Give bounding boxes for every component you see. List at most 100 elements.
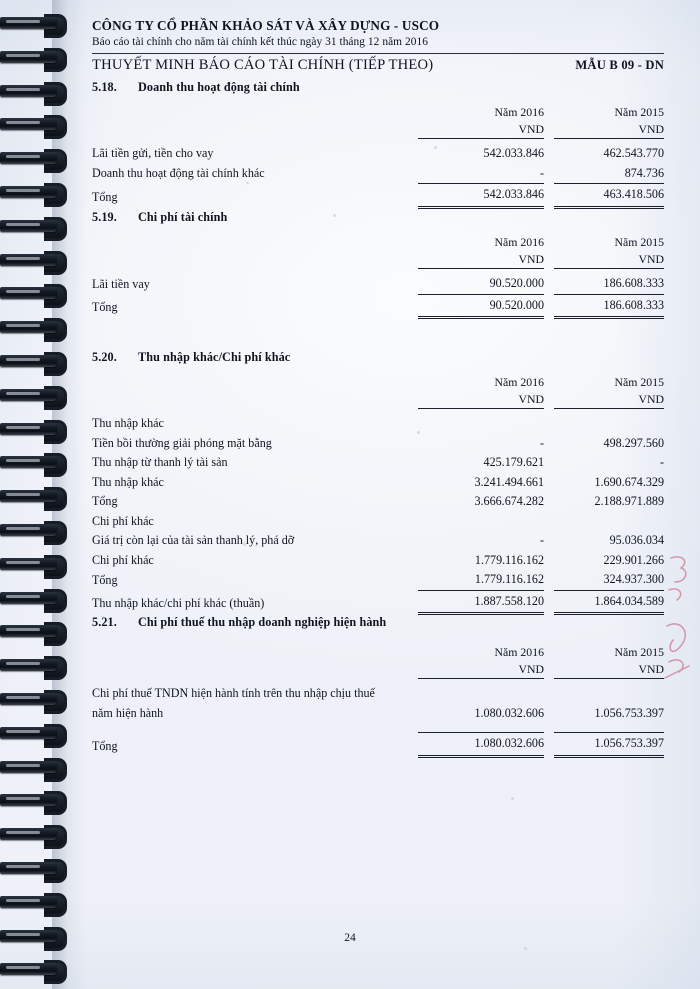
row-value-2015: -	[659, 455, 664, 469]
binding-coil-bar	[0, 557, 57, 570]
table-row-group-header: Chi phí khác	[92, 512, 664, 532]
binding-coil	[0, 892, 76, 917]
binding-coil-bar	[0, 152, 57, 165]
row-value-2016: -	[539, 435, 544, 450]
col-currency-2016: VND	[418, 390, 544, 409]
binding-coil	[0, 554, 76, 579]
binding-coil	[0, 419, 76, 444]
row-label: Thu nhập từ thanh lý tài sản	[92, 455, 228, 469]
col-header-2015: Năm 2015	[614, 105, 664, 119]
binding-coil	[0, 47, 76, 72]
table-header-currency: VND VND	[92, 660, 664, 679]
table-row: Doanh thu hoạt động tài chính khác - 874…	[92, 164, 664, 184]
row-label: Tổng	[92, 300, 118, 314]
binding-coil	[0, 791, 76, 816]
binding-coil	[0, 352, 76, 376]
binding-coil	[0, 183, 76, 207]
col-header-2015: Năm 2015	[614, 375, 664, 389]
binding-coil	[0, 14, 76, 38]
page-number: 24	[344, 932, 356, 944]
section-5-21: 5.21. Chi phí thuế thu nhập doanh nghiệp…	[92, 615, 664, 758]
row-value-2015: 462.543.770	[603, 146, 664, 160]
section-number: 5.20.	[92, 350, 117, 364]
binding-coil-bar	[0, 726, 57, 739]
row-value-2016: 1.779.116.162	[474, 552, 544, 567]
binding-coil	[0, 385, 76, 410]
binding-coil-bar	[0, 253, 57, 266]
row-label: Thu nhập khác	[92, 474, 164, 489]
row-value-2015	[554, 414, 664, 434]
col-header-2015: Năm 2015	[614, 235, 664, 249]
binding-coil	[0, 723, 76, 748]
table-header-currency: VND VND	[92, 250, 664, 269]
binding-coil-bar	[0, 388, 57, 401]
binding-coil-bar	[0, 422, 57, 435]
binding-coil-bar	[0, 760, 57, 773]
table-row: Chi phí khác 1.779.116.162 229.901.266	[92, 551, 664, 571]
binding-coil-bar	[0, 794, 57, 807]
table-row-subtotal: Tổng 3.666.674.282 2.188.971.889	[92, 492, 664, 512]
row-value-2016: 542.033.846	[483, 146, 544, 160]
table-row-group-header: Thu nhập khác	[92, 414, 664, 434]
scan-speck	[524, 947, 527, 950]
row-label: Chi phí khác	[92, 513, 154, 528]
col-currency-2016: VND	[418, 660, 544, 679]
row-label: Tổng	[92, 572, 118, 587]
row-label: Lãi tiền vay	[92, 276, 150, 291]
binding-coil-bar	[0, 355, 57, 367]
row-label: Lãi tiền gửi, tiền cho vay	[92, 146, 214, 160]
financial-table: Năm 2016 Năm 2015 VND VND Chi phí thuế T…	[92, 630, 664, 758]
report-period-subtitle: Báo cáo tài chính cho năm tài chính kết …	[92, 36, 428, 48]
table-row: Giá trị còn lại của tài sản thanh lý, ph…	[92, 531, 664, 551]
binding-coil-bar	[0, 828, 57, 841]
table-row: Thu nhập khác 3.241.494.661 1.690.674.32…	[92, 473, 664, 493]
section-number: 5.19.	[92, 210, 117, 224]
row-label: Chi phí thuế TNDN hiện hành tính trên th…	[92, 686, 375, 720]
row-value-2016	[418, 512, 544, 532]
table-row: Lãi tiền vay 90.520.000 186.608.333	[92, 274, 664, 294]
row-value-2016: 1.887.558.120	[418, 589, 544, 615]
row-value-2015: 1.690.674.329	[594, 474, 664, 489]
row-value-2015: 1.056.753.397	[594, 705, 664, 720]
page-title: THUYẾT MINH BÁO CÁO TÀI CHÍNH (TIẾP THEO…	[92, 57, 434, 73]
col-currency-2015: VND	[554, 390, 664, 409]
col-currency-2015: VND	[554, 120, 664, 139]
row-value-2016: -	[539, 165, 544, 180]
row-label: Doanh thu hoạt động tài chính khác	[92, 166, 265, 180]
row-value-2015: 324.937.300	[603, 572, 664, 586]
table-header-currency: VND VND	[92, 120, 664, 139]
row-value-2015: 1.056.753.397	[554, 732, 664, 758]
col-header-2015: Năm 2015	[614, 645, 664, 659]
table-row-subtotal: Tổng 1.779.116.162 324.937.300	[92, 570, 664, 590]
col-header-2016: Năm 2016	[494, 645, 544, 659]
col-header-2016: Năm 2016	[494, 105, 544, 119]
row-label: Thu nhập khác	[92, 416, 164, 430]
title-row: THUYẾT MINH BÁO CÁO TÀI CHÍNH (TIẾP THEO…	[92, 57, 664, 74]
binding-coil-bar	[0, 895, 57, 908]
table-header-year: Năm 2016 Năm 2015	[92, 644, 664, 661]
binding-coil	[0, 825, 76, 850]
row-value-2015: 186.608.333	[554, 293, 664, 319]
binding-coil	[0, 588, 76, 613]
table-header-year: Năm 2016 Năm 2015	[92, 234, 664, 251]
row-value-2015: 874.736	[624, 165, 664, 180]
binding-coil	[0, 284, 76, 309]
table-row-total: Tổng 1.080.032.606 1.056.753.397	[92, 732, 664, 758]
binding-coil	[0, 521, 76, 545]
binding-coil-bar	[0, 929, 57, 942]
col-currency-2016: VND	[418, 250, 544, 269]
row-value-2015: 463.418.506	[554, 183, 664, 209]
binding-coil-bar	[0, 591, 57, 604]
margin-annotation-icon	[664, 556, 690, 679]
binding-coil-bar	[0, 524, 57, 536]
section-number: 5.18.	[92, 80, 117, 94]
binding-coil	[0, 115, 76, 140]
col-header-2016: Năm 2016	[494, 375, 544, 389]
table-header-year: Năm 2016 Năm 2015	[92, 374, 664, 391]
section-title: Chi phí tài chính	[138, 210, 228, 224]
row-label: Giá trị còn lại của tài sản thanh lý, ph…	[92, 533, 295, 547]
binding-coil	[0, 81, 76, 106]
row-label: Tiền bồi thường giải phóng mặt bằng	[92, 435, 272, 450]
section-5-20: 5.20. Thu nhập khác/Chi phí khác Năm 201…	[92, 350, 664, 615]
